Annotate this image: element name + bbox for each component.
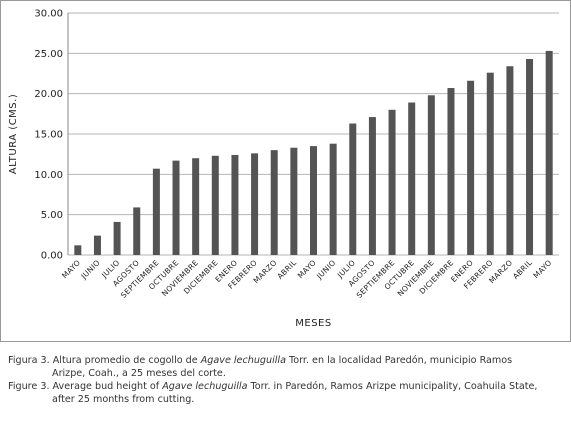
x-tick-label: ABRIL	[275, 258, 298, 281]
bar	[192, 158, 200, 255]
bar	[310, 146, 317, 255]
bar	[231, 154, 239, 255]
bar	[388, 109, 396, 255]
bar	[526, 58, 534, 256]
y-tick-labels: 0.00 5.00 10.00 15.00 20.00 25.00 30.00	[34, 9, 63, 262]
bar	[506, 66, 514, 256]
bar	[93, 235, 101, 255]
bar	[329, 143, 337, 255]
bar	[74, 245, 82, 255]
bar	[368, 117, 376, 255]
caption-english-suffix: Torr. in Paredón, Ramos Arizpe municipal…	[247, 381, 538, 392]
caption-spanish-line-1: Figura 3. Altura promedio de cogollo de …	[8, 354, 566, 367]
x-tick-label: JUNIO	[314, 258, 337, 281]
x-axis-title: MESES	[295, 318, 331, 329]
y-tick-label: 20.00	[34, 89, 63, 100]
caption-spanish-line-2: Arizpe, Coah., a 25 meses del corte.	[52, 368, 226, 379]
x-tick-labels: MAYOJUNIOJULIOAGOSTOSEPTIEMBREOCTUBRENOV…	[60, 258, 553, 300]
bar	[486, 72, 494, 256]
y-tick-label: 10.00	[34, 170, 63, 181]
bar	[172, 160, 180, 255]
bars	[74, 50, 553, 256]
bar	[211, 155, 219, 255]
bar	[152, 168, 160, 255]
bar	[408, 102, 416, 255]
caption-spanish-suffix: Torr. en la localidad Paredón, municipio…	[285, 355, 513, 366]
bar	[270, 150, 278, 255]
caption-spanish-prefix: Figura 3. Altura promedio de cogollo de	[8, 355, 201, 366]
x-tick-label: ABRIL	[511, 258, 534, 281]
bar	[467, 80, 475, 255]
y-axis-title: ALTURA (CMS.)	[8, 94, 19, 174]
bar	[133, 207, 141, 255]
x-tick-label: MAYO	[531, 258, 553, 280]
figure-captions: Figura 3. Altura promedio de cogollo de …	[8, 354, 566, 406]
x-tick-label: MAYO	[296, 258, 318, 280]
chart-frame: 0.00 5.00 10.00 15.00 20.00 25.00 30.00 MAYO JU…	[0, 0, 571, 342]
bar	[290, 147, 298, 255]
y-tick-label: 15.00	[34, 130, 63, 141]
bar	[349, 123, 357, 255]
caption-spanish-species: Agave lechuguilla	[200, 355, 286, 366]
bar	[113, 221, 121, 255]
x-tick-label: JUNIO	[79, 258, 102, 281]
caption-english-species: Agave lechuguilla	[162, 381, 248, 392]
bar	[251, 153, 259, 255]
caption-english-prefix: Figure 3. Average bud height of	[8, 381, 163, 392]
bar	[427, 95, 435, 255]
x-tick-label: MAYO	[60, 258, 82, 280]
y-tick-label: 25.00	[34, 49, 63, 60]
caption-english-line-2: after 25 months from cutting.	[52, 394, 195, 405]
caption-english-line-1: Figure 3. Average bud height of Agave le…	[8, 380, 566, 393]
y-tick-label: 30.00	[34, 9, 63, 20]
bar	[545, 50, 553, 256]
y-tick-label: 0.00	[41, 251, 63, 262]
y-tick-label: 5.00	[41, 210, 63, 221]
bar	[447, 88, 455, 256]
